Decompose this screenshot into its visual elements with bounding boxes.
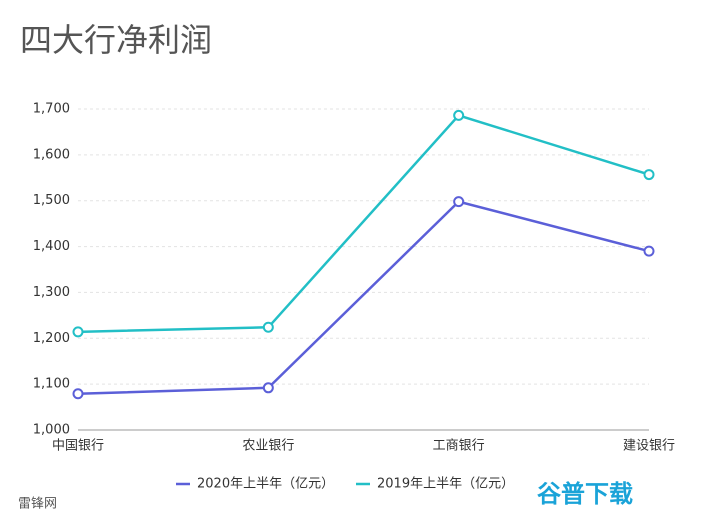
data-point <box>72 388 84 400</box>
y-tick-label: 1,400 <box>33 239 70 254</box>
y-tick-label: 1,100 <box>33 377 70 392</box>
y-tick-label: 1,700 <box>33 102 70 117</box>
y-tick-label: 1,600 <box>33 147 70 162</box>
data-point <box>72 326 84 338</box>
series-line <box>77 113 650 334</box>
data-point <box>453 109 465 121</box>
x-tick-label: 工商银行 <box>433 439 485 454</box>
chart-title: 四大行净利润 <box>20 21 212 59</box>
source: 雷锋网 <box>18 497 57 512</box>
data-point <box>643 169 655 181</box>
data-point <box>262 321 274 333</box>
data-point <box>262 382 274 394</box>
watermark: 谷普下载 <box>537 480 633 508</box>
data-point <box>453 196 465 208</box>
y-tick-label: 1,500 <box>33 193 70 208</box>
x-tick-label: 中国银行 <box>52 439 104 454</box>
legend-label: 2019年上半年（亿元） <box>377 477 514 492</box>
y-tick-label: 1,300 <box>33 285 70 300</box>
data-point <box>643 245 655 257</box>
y-tick-label: 1,200 <box>33 331 70 346</box>
legend-label: 2020年上半年（亿元） <box>197 477 334 492</box>
x-tick-label: 农业银行 <box>242 439 294 454</box>
x-tick-label: 建设银行 <box>623 439 675 454</box>
y-tick-label: 1,000 <box>33 423 70 438</box>
series-line <box>77 200 650 396</box>
